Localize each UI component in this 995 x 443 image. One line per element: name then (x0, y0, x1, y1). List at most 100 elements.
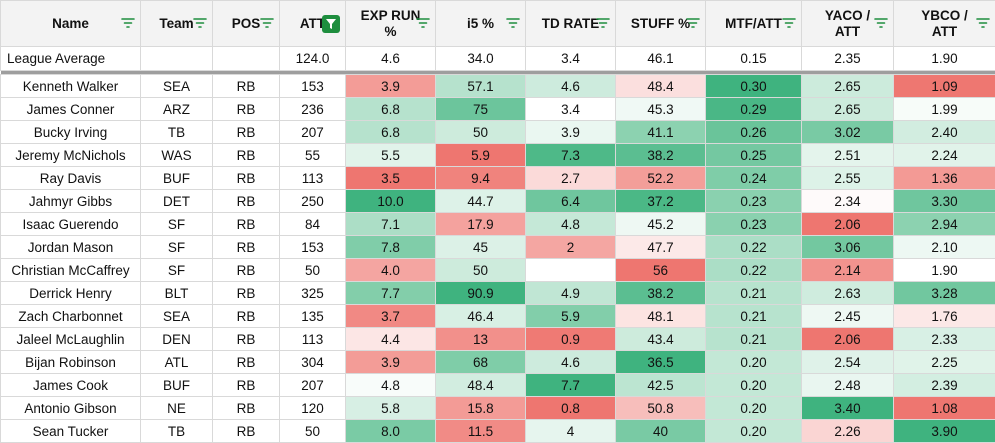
cell-stuff[interactable]: 43.4 (616, 328, 706, 351)
cell-stuff[interactable]: 56 (616, 259, 706, 282)
filter-icon[interactable] (260, 18, 274, 30)
cell-team[interactable]: SF (141, 213, 213, 236)
cell-i5[interactable]: 50 (436, 259, 526, 282)
cell-team[interactable]: BLT (141, 282, 213, 305)
cell-name[interactable]: James Cook (1, 374, 141, 397)
cell-td[interactable]: 4.6 (526, 75, 616, 98)
cell-att[interactable]: 113 (280, 328, 346, 351)
cell-team[interactable]: SF (141, 236, 213, 259)
cell-mtf[interactable]: 0.21 (706, 305, 802, 328)
cell-td[interactable]: 3.9 (526, 121, 616, 144)
column-header-stuff[interactable]: STUFF % (616, 1, 706, 47)
cell-ybco[interactable]: 3.90 (894, 420, 995, 443)
cell-i5[interactable]: 46.4 (436, 305, 526, 328)
cell-pos[interactable]: RB (213, 397, 280, 420)
filter-icon[interactable] (596, 18, 610, 30)
cell-yaco[interactable]: 3.40 (802, 397, 894, 420)
cell-mtf[interactable]: 0.21 (706, 328, 802, 351)
cell-pos[interactable]: RB (213, 144, 280, 167)
cell-yaco[interactable]: 2.65 (802, 98, 894, 121)
cell-exp[interactable]: 8.0 (346, 420, 436, 443)
cell-ybco[interactable]: 2.24 (894, 144, 995, 167)
column-header-yaco[interactable]: YACO / ATT (802, 1, 894, 47)
cell-team[interactable]: WAS (141, 144, 213, 167)
cell-team[interactable]: SF (141, 259, 213, 282)
cell-stuff[interactable]: 45.3 (616, 98, 706, 121)
filter-icon[interactable] (506, 18, 520, 30)
column-header-team[interactable]: Team (141, 1, 213, 47)
cell-pos[interactable]: RB (213, 98, 280, 121)
cell-i5[interactable]: 90.9 (436, 282, 526, 305)
cell-yaco[interactable]: 3.02 (802, 121, 894, 144)
cell-name[interactable]: Jahmyr Gibbs (1, 190, 141, 213)
cell-exp[interactable]: 5.8 (346, 397, 436, 420)
cell-att[interactable]: 55 (280, 144, 346, 167)
cell-stuff[interactable]: 41.1 (616, 121, 706, 144)
column-header-ybco[interactable]: YBCO / ATT (894, 1, 995, 47)
cell-exp[interactable]: 3.5 (346, 167, 436, 190)
cell-att[interactable]: 135 (280, 305, 346, 328)
cell-name[interactable]: James Conner (1, 98, 141, 121)
cell-stuff[interactable]: 40 (616, 420, 706, 443)
cell-yaco[interactable]: 3.06 (802, 236, 894, 259)
cell-yaco[interactable]: 2.34 (802, 190, 894, 213)
cell-pos[interactable]: RB (213, 282, 280, 305)
cell-yaco[interactable]: 2.54 (802, 351, 894, 374)
cell-att[interactable]: 153 (280, 75, 346, 98)
cell-team[interactable]: BUF (141, 167, 213, 190)
cell-yaco[interactable]: 2.26 (802, 420, 894, 443)
cell-mtf[interactable]: 0.21 (706, 282, 802, 305)
cell-pos[interactable]: RB (213, 167, 280, 190)
cell-td[interactable]: 4.8 (526, 213, 616, 236)
cell-i5[interactable]: 57.1 (436, 75, 526, 98)
cell-pos[interactable]: RB (213, 374, 280, 397)
cell-ybco[interactable]: 2.25 (894, 351, 995, 374)
cell-name[interactable]: Derrick Henry (1, 282, 141, 305)
cell-mtf[interactable]: 0.29 (706, 98, 802, 121)
cell-ybco[interactable]: 3.28 (894, 282, 995, 305)
cell-exp[interactable]: 10.0 (346, 190, 436, 213)
cell-i5[interactable]: 11.5 (436, 420, 526, 443)
column-header-mtf[interactable]: MTF/ATT (706, 1, 802, 47)
filter-icon[interactable] (686, 18, 700, 30)
cell-pos[interactable]: RB (213, 305, 280, 328)
cell-team[interactable]: SEA (141, 75, 213, 98)
cell-stuff[interactable]: 47.7 (616, 236, 706, 259)
cell-mtf[interactable]: 0.23 (706, 190, 802, 213)
cell-yaco[interactable]: 2.65 (802, 75, 894, 98)
cell-mtf[interactable]: 0.20 (706, 397, 802, 420)
cell-ybco[interactable]: 2.94 (894, 213, 995, 236)
cell-pos[interactable]: RB (213, 328, 280, 351)
cell-pos[interactable]: RB (213, 121, 280, 144)
cell-td[interactable]: 2 (526, 236, 616, 259)
column-header-i5[interactable]: i5 % (436, 1, 526, 47)
cell-ybco[interactable]: 1.09 (894, 75, 995, 98)
cell-i5[interactable]: 44.7 (436, 190, 526, 213)
cell-name[interactable]: Zach Charbonnet (1, 305, 141, 328)
cell-name[interactable]: Jordan Mason (1, 236, 141, 259)
cell-name[interactable]: Jaleel McLaughlin (1, 328, 141, 351)
cell-att[interactable]: 50 (280, 259, 346, 282)
column-header-td[interactable]: TD RATE (526, 1, 616, 47)
cell-name[interactable]: Sean Tucker (1, 420, 141, 443)
cell-td[interactable]: 4 (526, 420, 616, 443)
column-header-name[interactable]: Name (1, 1, 141, 47)
cell-mtf[interactable]: 0.22 (706, 236, 802, 259)
cell-pos[interactable]: RB (213, 190, 280, 213)
cell-pos[interactable]: RB (213, 259, 280, 282)
cell-td[interactable]: 7.3 (526, 144, 616, 167)
cell-att[interactable]: 50 (280, 420, 346, 443)
cell-ybco[interactable]: 2.39 (894, 374, 995, 397)
cell-exp[interactable]: 4.4 (346, 328, 436, 351)
cell-stuff[interactable]: 45.2 (616, 213, 706, 236)
cell-yaco[interactable]: 2.06 (802, 213, 894, 236)
cell-name[interactable]: Christian McCaffrey (1, 259, 141, 282)
cell-mtf[interactable]: 0.20 (706, 374, 802, 397)
